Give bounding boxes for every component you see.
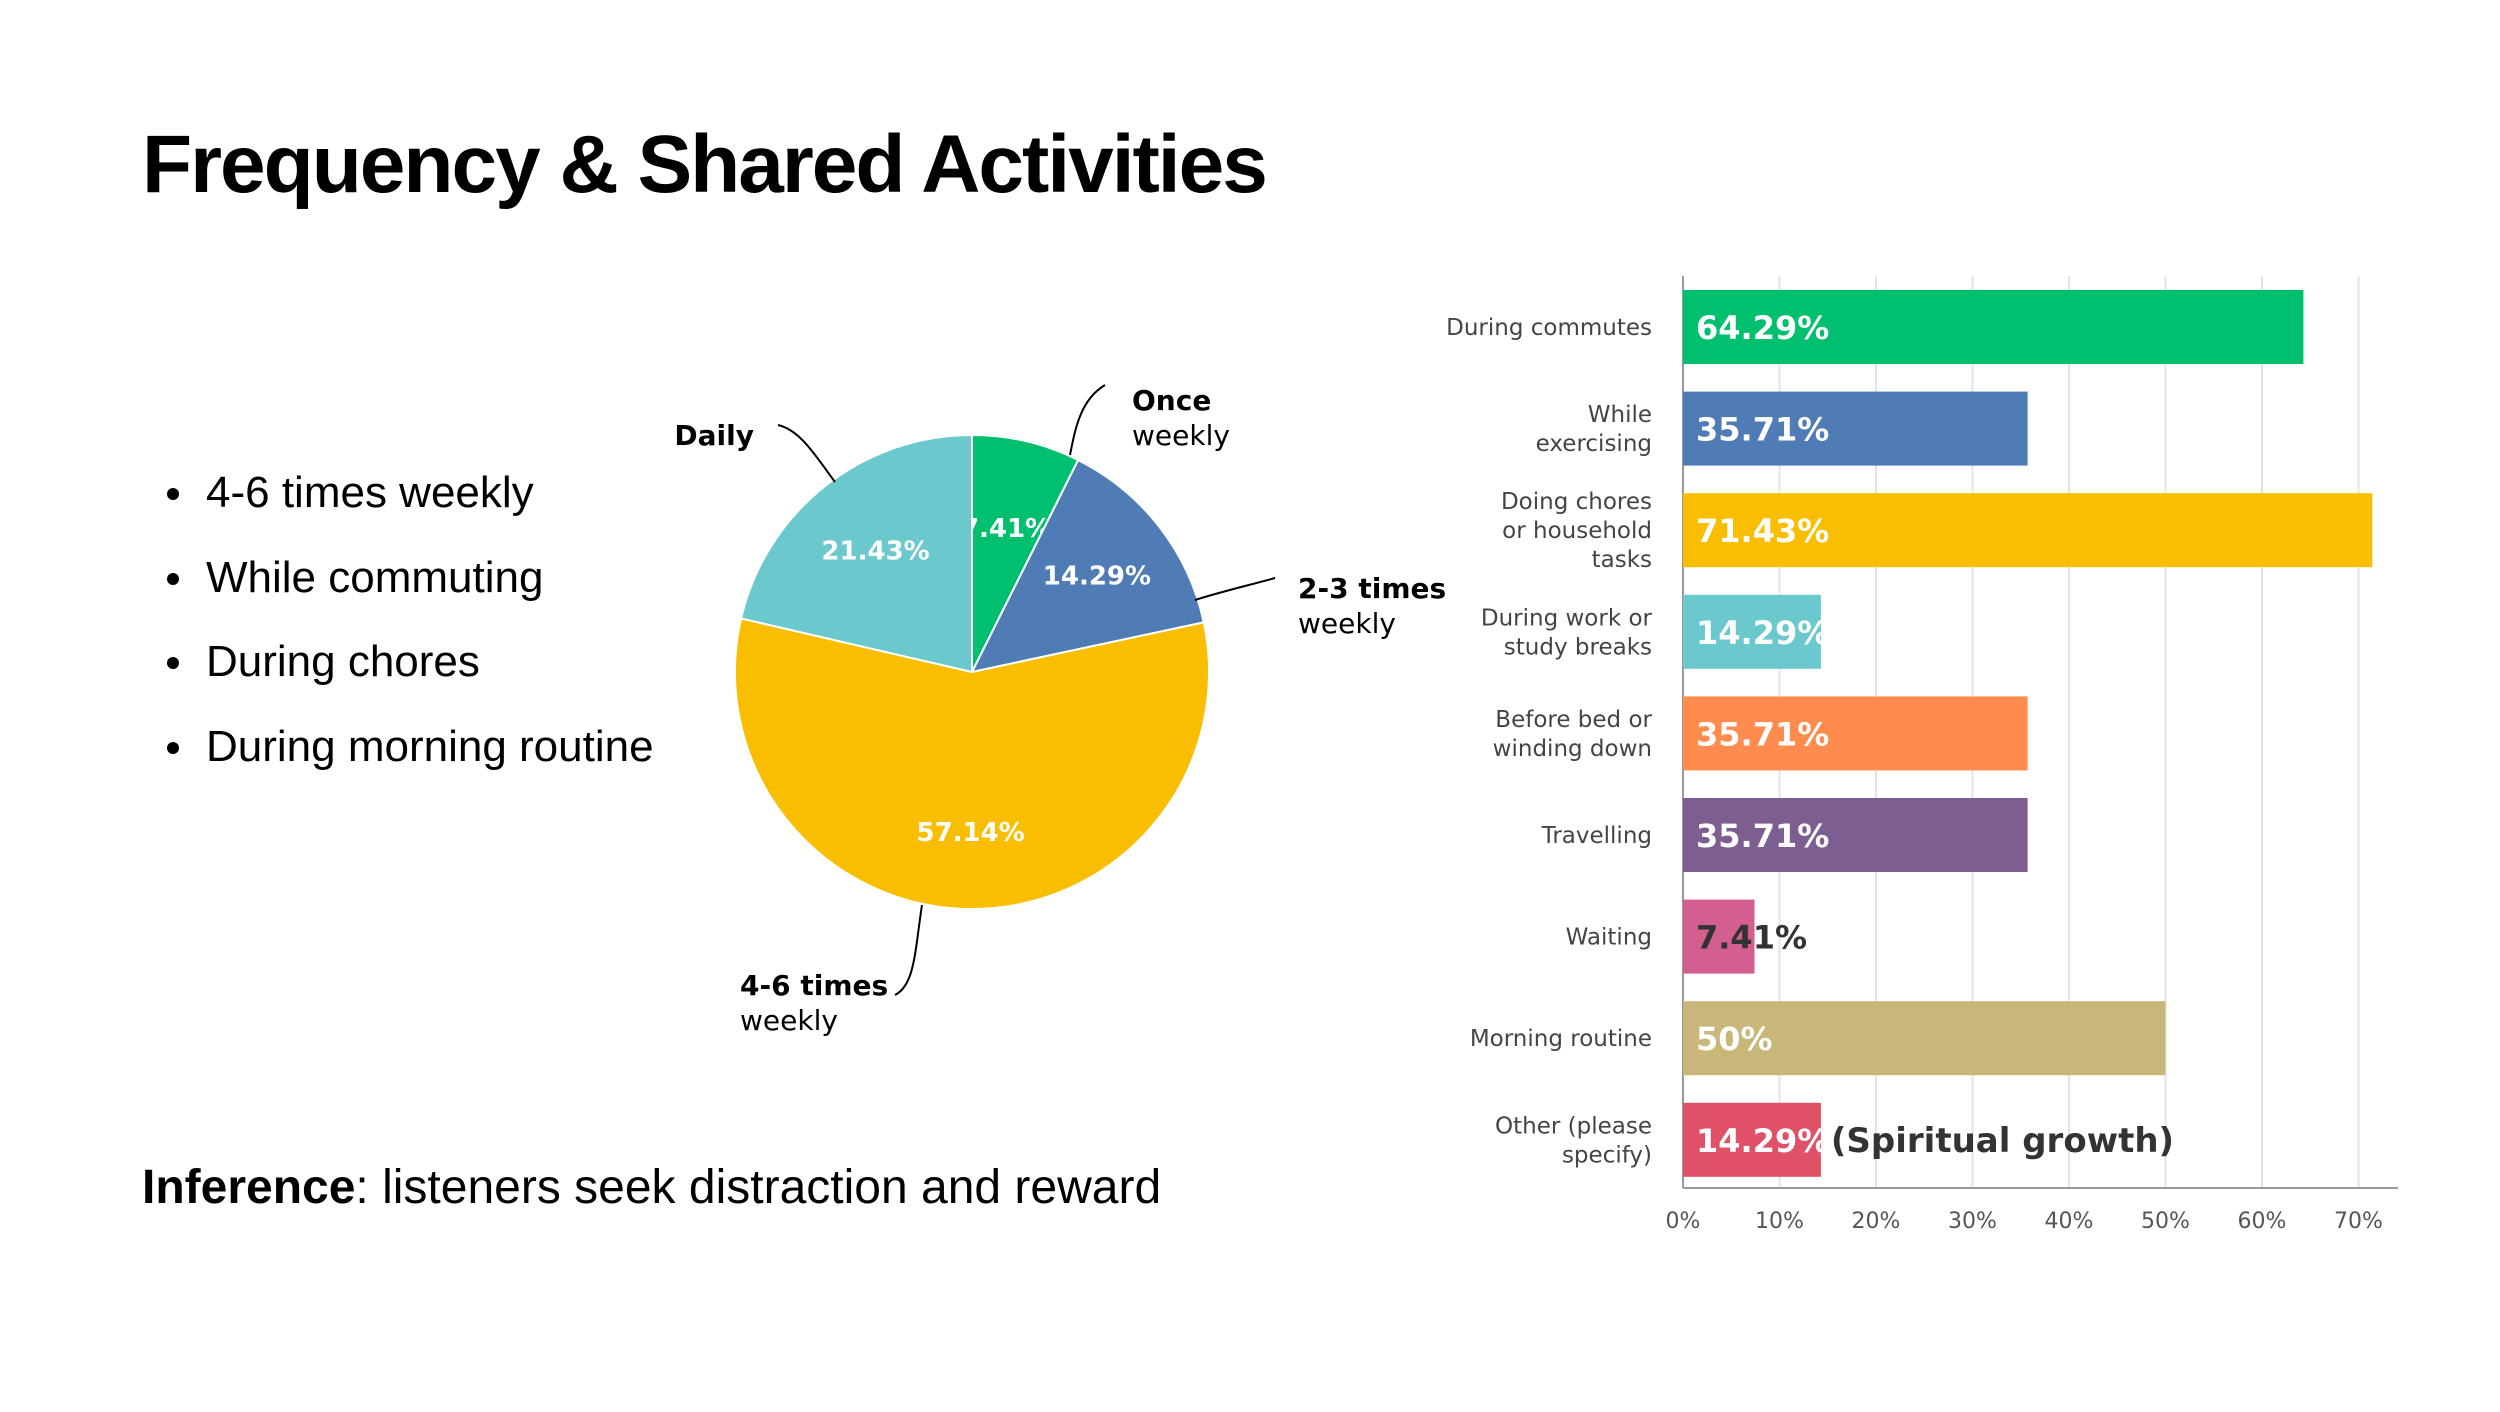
y-category-label-line: During work or xyxy=(1481,605,1653,631)
y-category-label: Waiting xyxy=(1566,925,1652,951)
pie-slice-label-line: Daily xyxy=(674,419,754,452)
pie-slice xyxy=(739,433,973,674)
pie-leader-line xyxy=(777,424,836,483)
y-category-label: Morning routine xyxy=(1470,1026,1652,1052)
bar-value-label: 14.29% xyxy=(1696,614,1829,652)
bar xyxy=(1683,1102,1821,1177)
pie-slice-label: Once weekly xyxy=(1132,384,1230,452)
y-category-label-line: exercising xyxy=(1536,431,1652,457)
y-category-label-line: study breaks xyxy=(1504,634,1652,660)
bar-value-label: 14.29% xyxy=(1696,1122,1829,1160)
bar xyxy=(1683,899,1755,974)
y-category-label-line: winding down xyxy=(1493,736,1652,762)
bullet-item: During morning routine xyxy=(145,709,654,794)
y-category-label: Other (please specify) xyxy=(1495,1113,1652,1168)
bar xyxy=(1683,1001,2166,1076)
pie-slice-label-line: 2-3 times xyxy=(1298,572,1446,605)
summary-bullet-list: 4-6 times weekly While commuting During … xyxy=(145,455,654,793)
bullet-item: While commuting xyxy=(145,540,654,625)
pie-slice-label: 2-3 times weekly xyxy=(1298,572,1446,640)
slide-title: Frequency & Shared Activities xyxy=(142,119,1268,210)
pie-slice-label-line: weekly xyxy=(1298,607,1396,640)
bar xyxy=(1683,391,2028,466)
bar xyxy=(1683,696,2028,771)
y-category-label: While exercising xyxy=(1536,402,1652,457)
bar-value-label: 35.71% xyxy=(1696,715,1829,753)
y-category-label-line: tasks xyxy=(1592,547,1652,573)
bar-value-label: 35.71% xyxy=(1696,817,1829,855)
x-tick-label: 20% xyxy=(1852,1209,1901,1234)
y-category-label-line: While xyxy=(1588,402,1652,428)
pie-value-label: 57.14% xyxy=(916,818,1024,848)
y-category-label-line: specify) xyxy=(1562,1142,1652,1168)
inference-text: : listeners seek distraction and reward xyxy=(355,1161,1162,1214)
y-category-label: Doing chores or household tasks xyxy=(1501,489,1652,573)
bar-annotation: (Spiritual growth) xyxy=(1831,1121,2174,1161)
y-category-label-line: Waiting xyxy=(1566,925,1652,951)
bar xyxy=(1683,290,2304,364)
x-tick-label: 10% xyxy=(1755,1209,1804,1234)
y-category-label-line: Morning routine xyxy=(1470,1026,1652,1052)
y-category-label-line: Before bed or xyxy=(1495,707,1652,733)
bar-value-label: 71.43% xyxy=(1696,512,1829,550)
x-tick-label: 40% xyxy=(2045,1209,2094,1234)
bar-value-label: 50% xyxy=(1696,1020,1773,1058)
bar xyxy=(1683,493,2373,568)
pie-value-label: 21.43% xyxy=(821,537,929,567)
pie-slice xyxy=(971,433,1080,673)
bar-value-label: 35.71% xyxy=(1696,411,1829,449)
y-category-label: During commutes xyxy=(1446,315,1652,341)
inference-label: Inference xyxy=(142,1161,356,1214)
pie-slice-label-line: weekly xyxy=(1132,419,1230,452)
pie-slice xyxy=(970,458,1205,674)
pie-value-label: 7.41% xyxy=(961,514,1051,544)
x-tick-label: 0% xyxy=(1666,1209,1701,1234)
pie-leader-line xyxy=(894,904,923,996)
pie-slice-label: Daily xyxy=(674,419,754,452)
bar-value-label: 7.41% xyxy=(1696,919,1807,957)
y-category-label-line: Doing chores xyxy=(1501,489,1652,515)
y-category-label: Before bed or winding down xyxy=(1493,707,1653,762)
bar xyxy=(1683,798,2028,872)
y-category-label-line: During commutes xyxy=(1446,315,1652,341)
activities-bar-chart: 0% 10% 20% 30% 40% 50% 60% 70% 64.29% During comm… xyxy=(1446,276,2398,1234)
x-tick-label: 60% xyxy=(2238,1209,2287,1234)
y-category-label-line: Other (please xyxy=(1495,1113,1652,1139)
pie-value-label: 14.29% xyxy=(1043,561,1151,591)
pie-slice-label: 4-6 times weekly xyxy=(740,969,888,1037)
pie-slice-label-line: 4-6 times xyxy=(740,969,888,1002)
bar-value-label: 64.29% xyxy=(1696,309,1829,347)
x-tick-label: 50% xyxy=(2141,1209,2190,1234)
pie-leader-line xyxy=(1069,384,1106,456)
pie-slice xyxy=(734,617,1210,910)
y-category-label-line: or household xyxy=(1502,518,1652,544)
pie-leader-line xyxy=(1194,577,1276,601)
y-category-label: During work or study breaks xyxy=(1481,605,1653,660)
bullet-item: 4-6 times weekly xyxy=(145,455,654,540)
x-tick-label: 70% xyxy=(2334,1209,2383,1234)
inference-statement: Inference: listeners seek distraction an… xyxy=(142,1160,1161,1215)
pie-slice-label-line: Once xyxy=(1132,384,1211,417)
pie-slice-label-line: weekly xyxy=(740,1004,838,1037)
bullet-item: During chores xyxy=(145,624,654,709)
y-category-label-line: Travelling xyxy=(1541,823,1652,849)
y-category-label: Travelling xyxy=(1541,823,1652,849)
bar xyxy=(1683,594,1821,669)
x-tick-label: 30% xyxy=(1948,1209,1997,1234)
